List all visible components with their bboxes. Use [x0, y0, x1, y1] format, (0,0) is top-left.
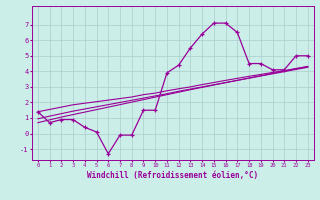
X-axis label: Windchill (Refroidissement éolien,°C): Windchill (Refroidissement éolien,°C)	[87, 171, 258, 180]
